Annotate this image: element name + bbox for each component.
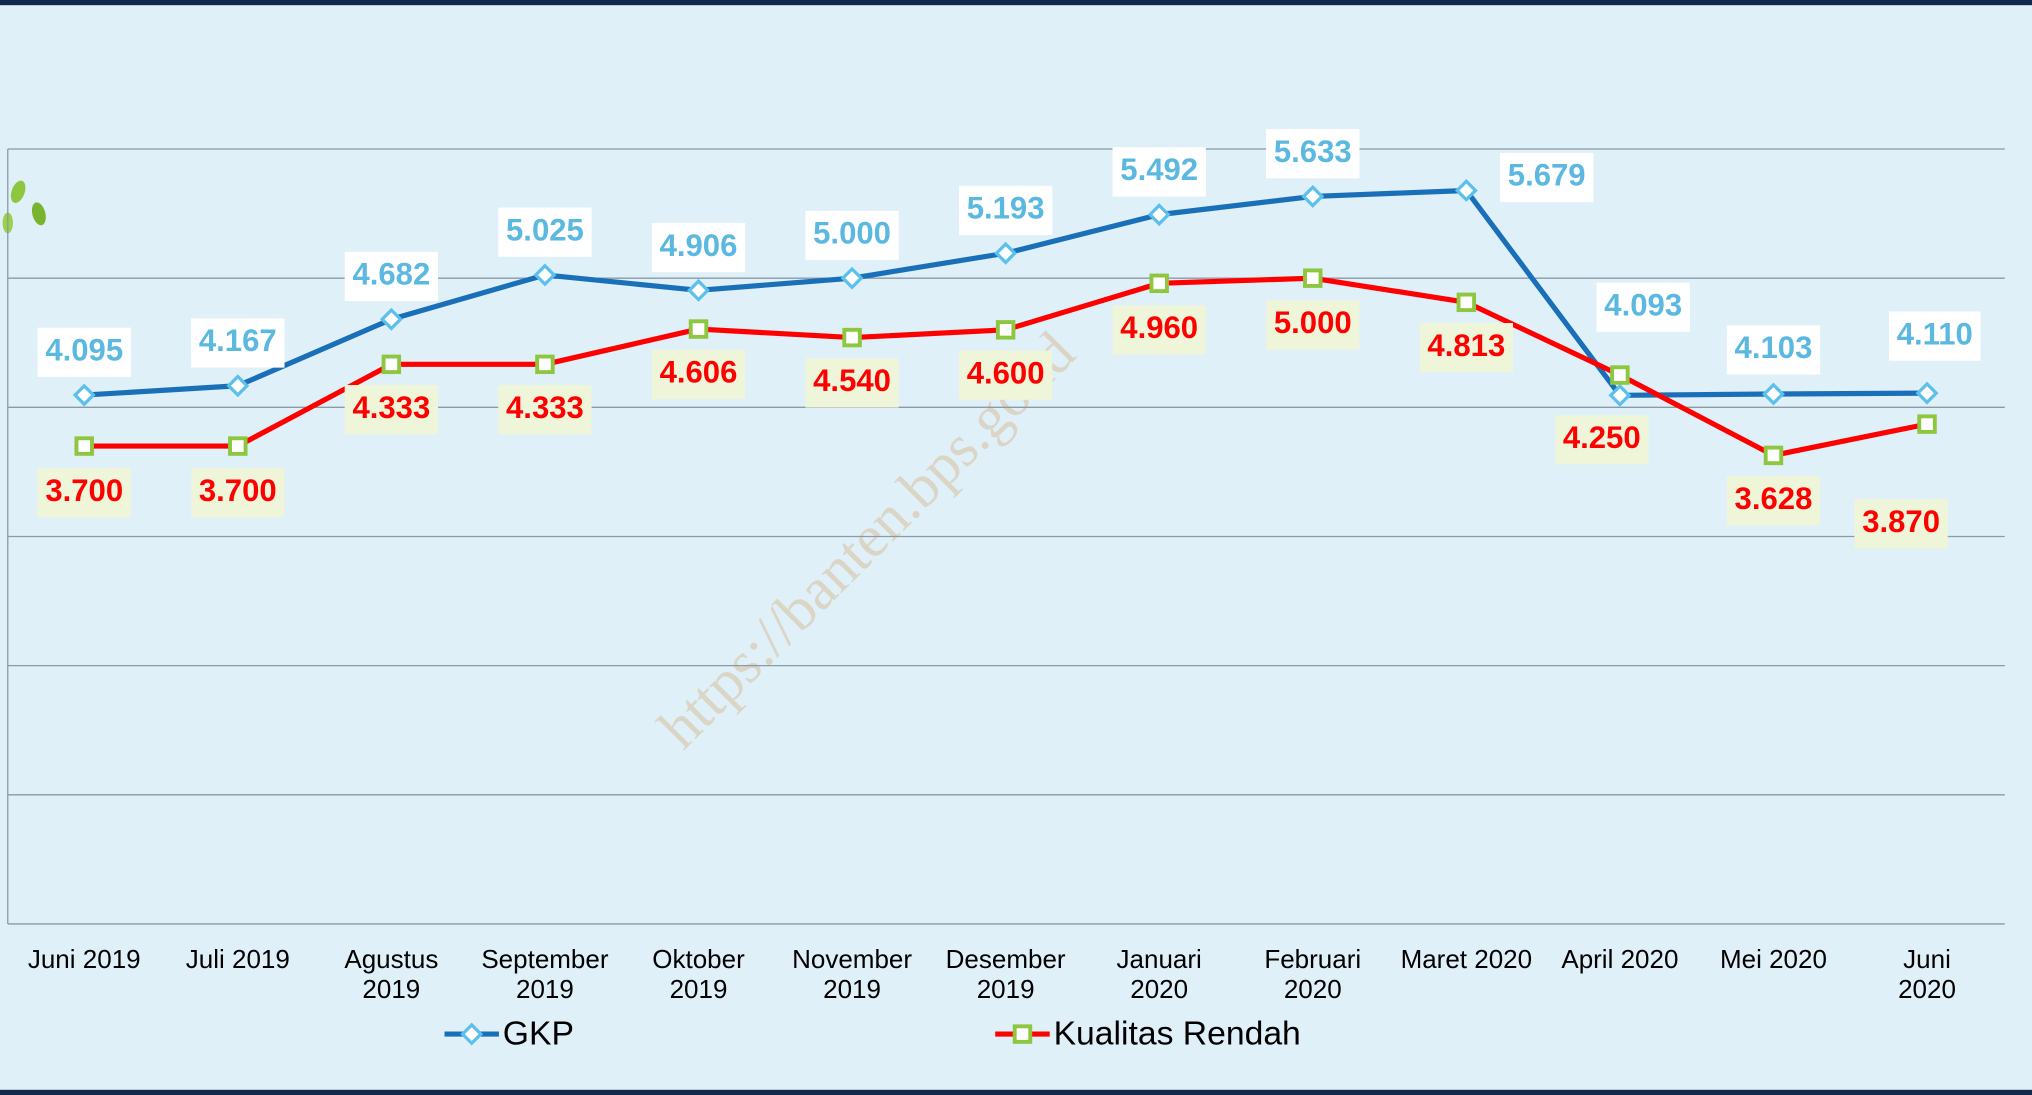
data-label-group: 4.333 [345, 385, 438, 434]
x-tick-label: Oktober 2019 [652, 944, 745, 1004]
data-label: 4.250 [1563, 420, 1641, 455]
marker [1151, 276, 1167, 292]
marker [230, 438, 246, 454]
marker [1919, 416, 1935, 432]
chart: https://banten.bps.go.id4.0954.1674.6825… [0, 0, 2032, 1095]
data-label-group: 4.682 [345, 252, 438, 301]
data-label: 5.492 [1120, 152, 1198, 187]
x-tick-label: September 2019 [481, 944, 608, 1004]
x-tick-label: April 2020 [1561, 944, 1678, 974]
bottom-bar [0, 1090, 2032, 1095]
data-label-group: 5.633 [1266, 129, 1359, 178]
data-label-group: 4.606 [652, 350, 745, 399]
data-label-group: 4.813 [1420, 323, 1513, 372]
data-label-group: 4.250 [1555, 415, 1648, 464]
data-label-group: 3.700 [191, 468, 284, 517]
marker [382, 310, 400, 328]
data-label-group: 4.960 [1113, 305, 1206, 354]
x-tick-label: Februari 2020 [1264, 944, 1361, 1004]
legend-marker [1015, 1026, 1031, 1042]
data-label: 5.025 [506, 212, 584, 247]
marker [1459, 295, 1475, 311]
data-label-group: 3.870 [1854, 499, 1947, 548]
data-label-group: 5.000 [1266, 300, 1359, 349]
data-label-group: 4.095 [38, 328, 131, 377]
data-label: 4.167 [199, 323, 277, 358]
data-label: 4.333 [352, 390, 430, 425]
data-label-group: 5.193 [959, 186, 1052, 235]
legend-label: GKP [503, 1015, 574, 1052]
data-label: 4.095 [45, 333, 123, 368]
data-label-group: 4.540 [805, 358, 898, 407]
marker [689, 281, 707, 299]
x-tick-label: Juni 2019 [28, 944, 141, 974]
marker [537, 357, 553, 373]
marker [843, 269, 861, 287]
data-label: 3.700 [199, 473, 277, 508]
data-label-group: 4.600 [959, 351, 1052, 400]
data-label: 3.628 [1735, 481, 1813, 516]
data-label: 4.110 [1897, 316, 1973, 351]
data-label-group: 3.628 [1727, 476, 1820, 525]
x-tick-label: Juli 2019 [186, 944, 290, 974]
top-bar [0, 0, 2032, 5]
data-label: 5.679 [1508, 158, 1586, 193]
marker [998, 322, 1014, 338]
data-label-group: 4.110 [1889, 311, 1981, 360]
data-label: 4.103 [1735, 330, 1813, 365]
data-label-group: 5.492 [1113, 147, 1206, 196]
marker [76, 438, 92, 454]
data-label: 4.540 [813, 363, 891, 398]
x-tick-label: Juni 2020 [1875, 944, 1980, 1004]
data-label-group: 5.025 [498, 208, 591, 257]
x-tick-label: November 2019 [792, 944, 912, 1004]
data-label: 4.813 [1427, 328, 1505, 363]
marker [1304, 187, 1322, 205]
marker [996, 244, 1014, 262]
data-label-group: 4.093 [1597, 283, 1690, 332]
page: https://banten.bps.go.id4.0954.1674.6825… [0, 0, 2032, 1095]
x-tick-label: Maret 2020 [1401, 944, 1533, 974]
data-label-group: 4.103 [1727, 325, 1820, 374]
x-tick-label: Desember 2019 [946, 944, 1066, 1004]
x-tick-label: Januari 2020 [1117, 944, 1202, 1004]
marker [1612, 367, 1628, 383]
data-label: 4.606 [660, 355, 738, 390]
x-tick-label: Mei 2020 [1720, 944, 1827, 974]
marker [1766, 448, 1782, 464]
data-label: 5.000 [1274, 305, 1352, 340]
marker [844, 330, 860, 346]
marker [75, 386, 93, 404]
marker [1918, 384, 1936, 402]
marker [1150, 205, 1168, 223]
data-label: 4.333 [506, 390, 584, 425]
leaves [3, 179, 49, 234]
marker [384, 357, 400, 373]
data-label-group: 4.333 [498, 385, 591, 434]
legend-label: Kualitas Rendah [1054, 1015, 1301, 1052]
data-label-group: 4.167 [191, 318, 284, 367]
data-label: 4.906 [660, 228, 738, 263]
data-label: 4.682 [352, 257, 430, 292]
marker [1305, 270, 1321, 286]
data-label-group: 5.000 [805, 211, 898, 260]
data-label: 5.193 [967, 191, 1045, 226]
data-label-group: 3.700 [38, 468, 131, 517]
data-label: 5.000 [813, 216, 891, 251]
data-label: 4.960 [1120, 310, 1198, 345]
data-label: 3.870 [1862, 504, 1940, 539]
data-label: 5.633 [1274, 134, 1352, 169]
legend-marker [463, 1025, 481, 1043]
data-label: 4.600 [967, 355, 1045, 390]
data-label: 3.700 [45, 473, 123, 508]
marker [536, 266, 554, 284]
data-label: 4.093 [1604, 287, 1682, 322]
data-label-group: 4.906 [652, 223, 745, 272]
marker [229, 377, 247, 395]
data-label-group: 5.679 [1500, 153, 1593, 202]
x-tick-label: Agustus 2019 [344, 944, 438, 1004]
marker [691, 321, 707, 337]
marker [1764, 385, 1782, 403]
